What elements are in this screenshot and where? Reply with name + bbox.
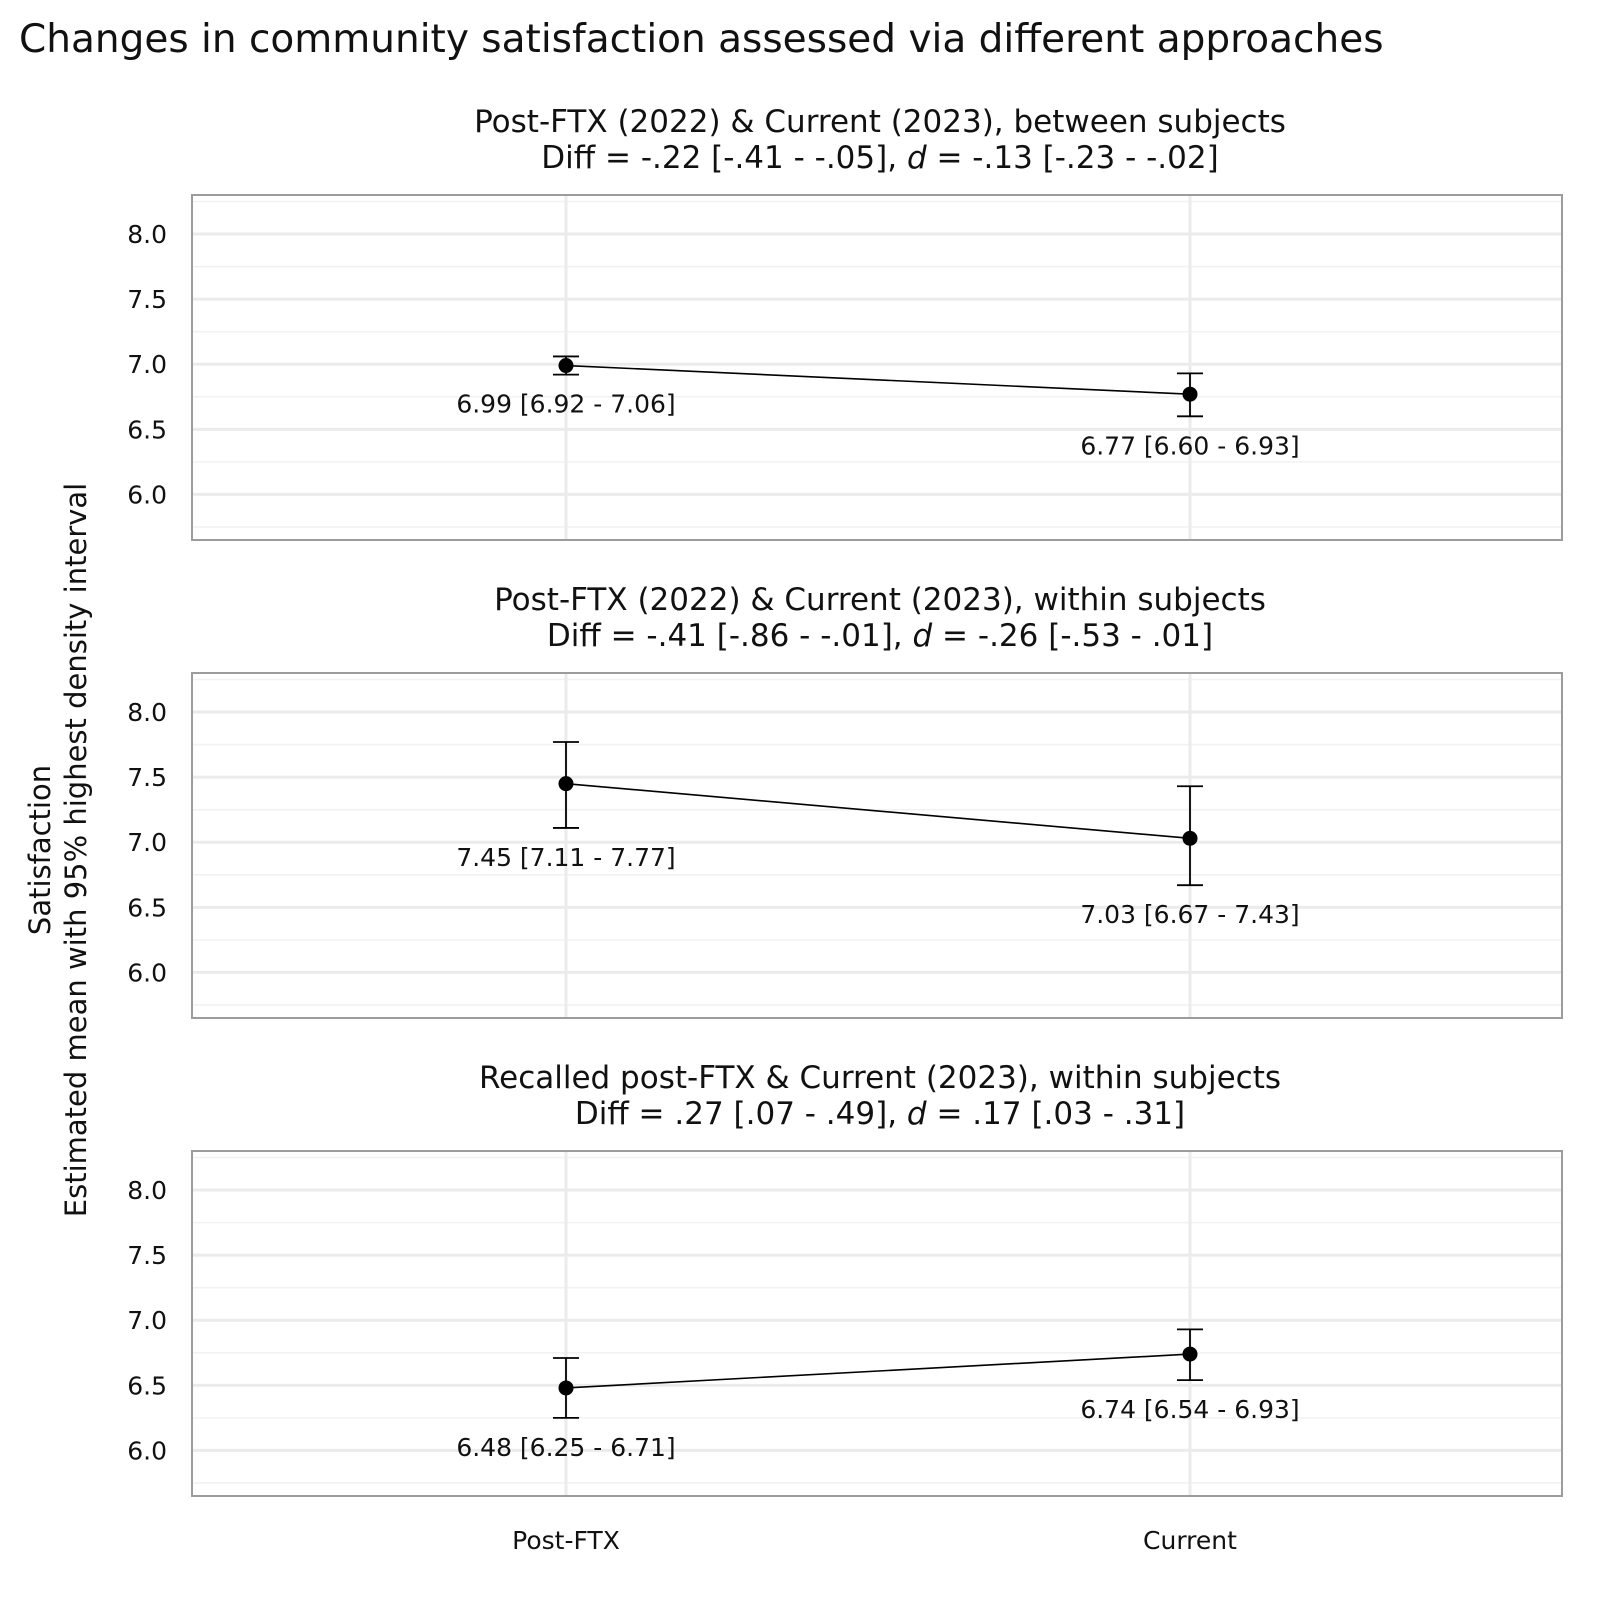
y-axis-label-line2: Estimated mean with 95% highest density …	[59, 483, 93, 1217]
y-tick-label: 6.5	[127, 893, 167, 922]
y-tick-label: 7.5	[127, 285, 167, 314]
y-tick-label: 6.0	[127, 480, 167, 509]
panel-subtitle: Diff = -.22 [-.41 - -.05], d = -.13 [-.2…	[541, 140, 1218, 176]
data-label: 6.74 [6.54 - 6.93]	[1080, 1395, 1299, 1424]
y-tick-label: 6.5	[127, 1371, 167, 1400]
panel-subtitle: Diff = .27 [.07 - .49], d = .17 [.03 - .…	[575, 1096, 1185, 1132]
y-tick-label: 7.5	[127, 763, 167, 792]
panel-title: Post-FTX (2022) & Current (2023), within…	[494, 582, 1266, 618]
data-label: 6.77 [6.60 - 6.93]	[1080, 431, 1299, 460]
chart-title: Changes in community satisfaction assess…	[19, 17, 1384, 62]
panel-2: Post-FTX (2022) & Current (2023), within…	[127, 582, 1563, 1019]
series-line	[565, 364, 1191, 395]
data-label: 6.48 [6.25 - 6.71]	[456, 1433, 675, 1462]
data-point	[1182, 386, 1198, 402]
y-tick-label: 6.5	[127, 415, 167, 444]
panel-subtitle: Diff = -.41 [-.86 - -.01], d = -.26 [-.5…	[547, 618, 1213, 654]
y-tick-label: 6.0	[127, 958, 167, 987]
panel-frame	[191, 672, 1563, 1019]
panels-layer: Post-FTX (2022) & Current (2023), betwee…	[127, 104, 1563, 1555]
data-point	[558, 1380, 574, 1396]
y-tick-label: 6.0	[127, 1436, 167, 1465]
x-tick-label: Post-FTX	[512, 1526, 620, 1555]
y-tick-label: 8.0	[127, 1176, 167, 1205]
data-label: 7.03 [6.67 - 7.43]	[1080, 900, 1299, 929]
data-label: 6.99 [6.92 - 7.06]	[456, 390, 675, 419]
series-line	[565, 1353, 1191, 1389]
y-axis-label-line1: Satisfaction	[23, 765, 57, 935]
panel-1: Post-FTX (2022) & Current (2023), betwee…	[127, 104, 1563, 541]
y-tick-label: 8.0	[127, 220, 167, 249]
y-tick-label: 7.0	[127, 1306, 167, 1335]
panel-title: Post-FTX (2022) & Current (2023), betwee…	[474, 104, 1286, 140]
panel-frame	[191, 194, 1563, 541]
panel-3: Recalled post-FTX & Current (2023), with…	[127, 1060, 1563, 1497]
data-point	[558, 776, 574, 792]
data-label: 7.45 [7.11 - 7.77]	[456, 843, 675, 872]
y-tick-label: 7.5	[127, 1241, 167, 1270]
panel-title: Recalled post-FTX & Current (2023), with…	[479, 1060, 1281, 1096]
data-point	[1182, 1346, 1198, 1362]
data-point	[1182, 830, 1198, 846]
y-tick-label: 7.0	[127, 350, 167, 379]
x-tick-label: Current	[1143, 1526, 1237, 1555]
data-point	[558, 358, 574, 374]
series-line	[565, 782, 1191, 840]
y-tick-label: 8.0	[127, 698, 167, 727]
y-tick-label: 7.0	[127, 828, 167, 857]
panel-frame	[191, 1150, 1563, 1497]
